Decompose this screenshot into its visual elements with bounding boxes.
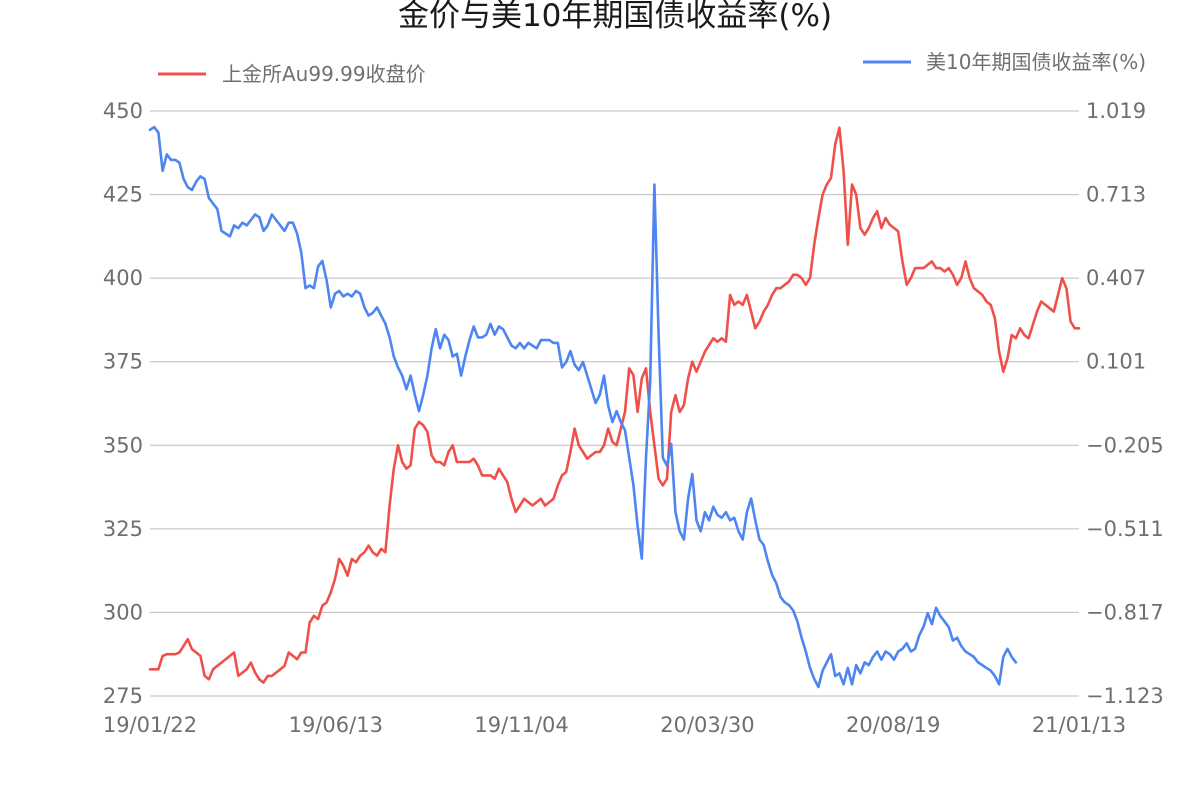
left-tick-label: 275 xyxy=(103,684,143,708)
right-tick-label: 1.019 xyxy=(1086,99,1146,123)
x-tick-label: 19/11/04 xyxy=(474,713,568,737)
left-tick-label: 450 xyxy=(103,99,143,123)
right-axis-ticks: 1.019 0.713 0.407 0.101 −0.205 −0.511 −0.817 −1… xyxy=(1086,99,1164,708)
series-line-gold-price xyxy=(148,126,1081,684)
gridlines xyxy=(150,110,1079,697)
right-tick-label: 0.407 xyxy=(1086,266,1146,290)
chart-title: 金价与美10年期国债收益率(%) xyxy=(398,0,832,34)
left-tick-label: 375 xyxy=(103,350,143,374)
x-tick-label: 19/06/13 xyxy=(289,713,383,737)
left-axis-ticks: 450 425 400 375 350 325 300 275 xyxy=(103,99,143,708)
legend-left-series[interactable]: 上金所Au99.99收盘价 xyxy=(158,62,426,86)
right-tick-label: −0.817 xyxy=(1086,600,1164,624)
legend-right-series[interactable]: 美10年期国债收益率(%) xyxy=(863,50,1146,74)
legend-label-yield: 美10年期国债收益率(%) xyxy=(926,50,1146,74)
right-tick-label: −0.205 xyxy=(1086,433,1164,457)
right-tick-label: 0.713 xyxy=(1086,183,1146,207)
x-axis-ticks: 19/01/22 19/06/13 19/11/04 20/03/30 20/08/19… xyxy=(103,713,1126,737)
x-tick-label: 20/03/30 xyxy=(660,713,754,737)
x-tick-label: 20/08/19 xyxy=(846,713,940,737)
right-tick-label: −1.123 xyxy=(1086,684,1164,708)
series-line-us10y-yield xyxy=(148,125,1018,689)
left-tick-label: 425 xyxy=(103,183,143,207)
series-layer xyxy=(148,125,1081,689)
right-tick-label: −0.511 xyxy=(1086,517,1164,541)
legend-label-gold: 上金所Au99.99收盘价 xyxy=(222,62,426,86)
x-tick-label: 21/01/13 xyxy=(1032,713,1126,737)
x-tick-label: 19/01/22 xyxy=(103,713,197,737)
right-tick-label: 0.101 xyxy=(1086,350,1146,374)
left-tick-label: 300 xyxy=(103,600,143,624)
left-tick-label: 350 xyxy=(103,433,143,457)
left-tick-label: 400 xyxy=(103,266,143,290)
left-tick-label: 325 xyxy=(103,517,143,541)
